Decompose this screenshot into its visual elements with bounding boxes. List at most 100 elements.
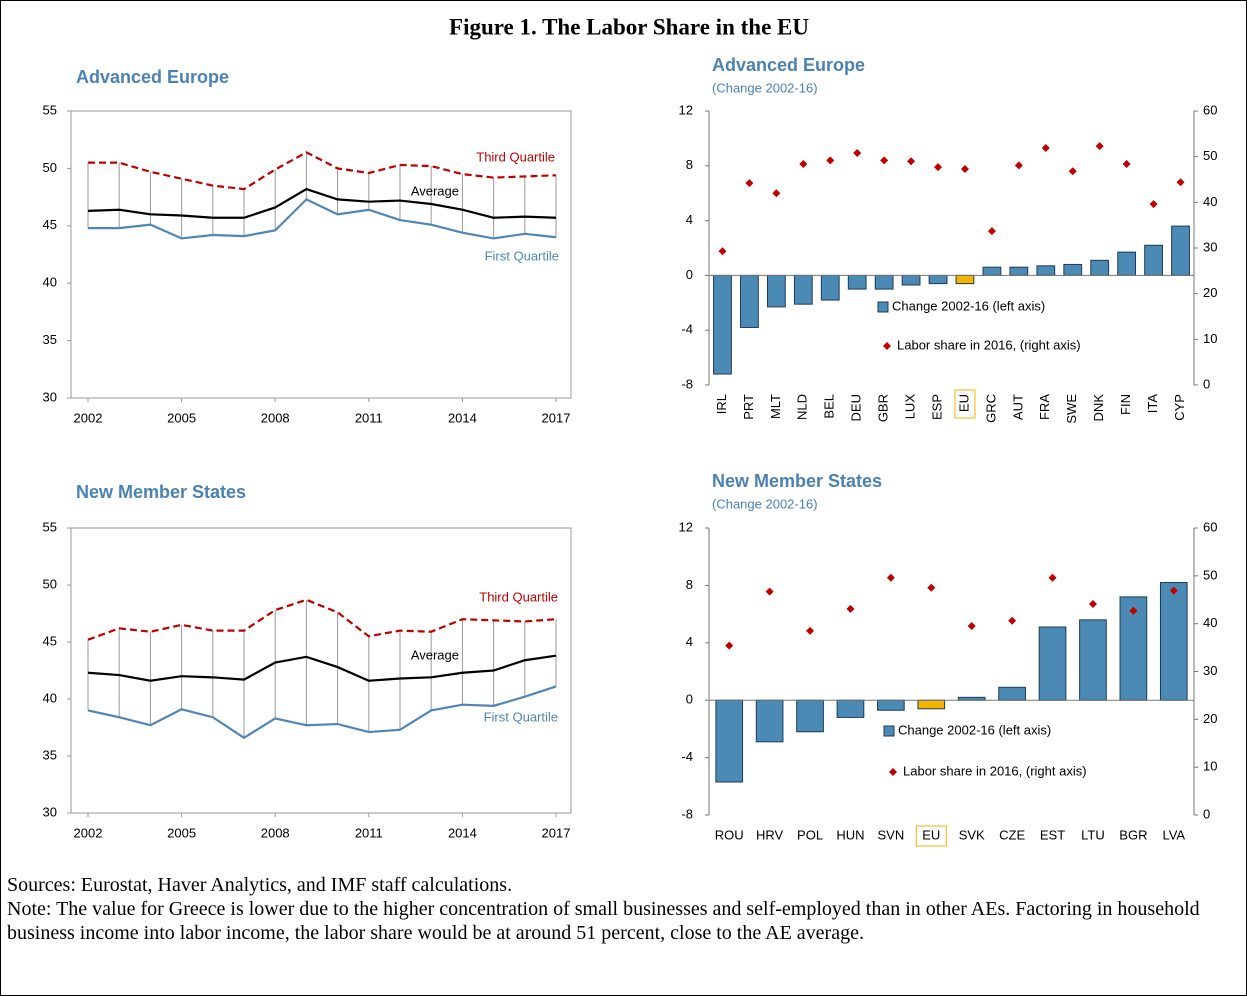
x-tick-label: PRT bbox=[741, 394, 756, 420]
x-tick-label: POL bbox=[797, 827, 823, 842]
x-tick-label: NLD bbox=[795, 394, 810, 420]
plot-frame bbox=[70, 527, 572, 814]
series-line bbox=[87, 654, 557, 682]
chart-title: Advanced Europe bbox=[76, 67, 229, 87]
y2-tick-label: 10 bbox=[1203, 759, 1217, 774]
diamond bbox=[846, 604, 855, 613]
legend-diamond bbox=[883, 342, 891, 350]
y-tick-label: 50 bbox=[43, 160, 57, 175]
series-label: Third Quartile bbox=[476, 149, 555, 164]
legend-swatch bbox=[877, 301, 889, 313]
diamond bbox=[960, 164, 969, 173]
legend-label: Labor share in 2016, (right axis) bbox=[903, 763, 1087, 778]
y-tick-label: 4 bbox=[686, 212, 693, 227]
y2-tick-label: 60 bbox=[1203, 102, 1217, 117]
y2-tick-label: 50 bbox=[1203, 567, 1217, 582]
bar bbox=[982, 266, 1002, 276]
series-label: First Quartile bbox=[485, 248, 559, 263]
y2-tick-label: 20 bbox=[1203, 711, 1217, 726]
diamond bbox=[1008, 616, 1017, 625]
x-tick-label: IRL bbox=[714, 394, 729, 414]
bar bbox=[998, 686, 1026, 701]
diamond bbox=[745, 179, 754, 188]
y-tick-label: -8 bbox=[681, 806, 693, 821]
bar bbox=[1036, 265, 1056, 276]
x-tick-label: HUN bbox=[836, 827, 864, 842]
legend-label: Change 2002-16 (left axis) bbox=[892, 298, 1045, 313]
bar bbox=[1038, 626, 1067, 701]
chart-subtitle: (Change 2002-16) bbox=[712, 80, 818, 95]
bar bbox=[1090, 259, 1110, 276]
y-tick-label: -4 bbox=[681, 322, 693, 337]
y-tick-label: 0 bbox=[686, 692, 693, 707]
bar bbox=[874, 274, 894, 290]
note: Note: The value for Greece is lower due … bbox=[7, 898, 1200, 944]
diamond bbox=[1169, 586, 1178, 595]
diamond bbox=[718, 247, 727, 256]
y-tick-label: 30 bbox=[43, 804, 57, 819]
y-tick-label: 12 bbox=[679, 519, 693, 534]
diamond bbox=[1041, 143, 1050, 152]
bar bbox=[847, 274, 867, 290]
x-tick-label: 2008 bbox=[261, 825, 290, 840]
y-tick-label: 55 bbox=[43, 102, 57, 117]
bar bbox=[820, 274, 840, 301]
y2-tick-label: 30 bbox=[1203, 239, 1217, 254]
legend-diamond bbox=[889, 768, 897, 776]
bar bbox=[1079, 619, 1107, 701]
y-tick-label: 45 bbox=[43, 217, 57, 232]
diamond bbox=[1014, 161, 1023, 170]
diamond bbox=[765, 587, 774, 596]
x-tick-label: CYP bbox=[1172, 394, 1187, 421]
bar bbox=[793, 274, 813, 305]
series-label: Third Quartile bbox=[479, 589, 558, 604]
x-tick-label: BGR bbox=[1119, 827, 1147, 842]
x-tick-label: LTU bbox=[1081, 827, 1105, 842]
x-tick-label: GRC bbox=[983, 394, 998, 423]
series-line bbox=[88, 198, 557, 240]
diamond bbox=[725, 641, 734, 650]
y-tick-label: 40 bbox=[43, 275, 57, 290]
x-tick-label: DEU bbox=[849, 394, 864, 421]
diamond bbox=[1122, 159, 1131, 168]
y-tick-label: 55 bbox=[43, 519, 57, 534]
x-tick-label: 2014 bbox=[448, 410, 477, 425]
x-tick-label: LVA bbox=[1162, 827, 1185, 842]
diamond bbox=[799, 159, 808, 168]
y-tick-label: 50 bbox=[43, 576, 57, 591]
y2-tick-label: 10 bbox=[1203, 331, 1217, 346]
bar bbox=[955, 274, 975, 285]
bar bbox=[755, 699, 784, 743]
diamond bbox=[1149, 200, 1158, 209]
bar bbox=[1144, 244, 1163, 276]
chart-title: New Member States bbox=[712, 471, 882, 491]
x-tick-label: SVK bbox=[959, 827, 985, 842]
x-tick-label: FRA bbox=[1037, 394, 1052, 420]
x-tick-label: FIN bbox=[1118, 394, 1133, 415]
y-tick-label: 35 bbox=[43, 747, 57, 762]
x-tick-label: EST bbox=[1040, 827, 1065, 842]
x-tick-label: LUX bbox=[903, 394, 918, 420]
label-box bbox=[954, 389, 976, 419]
series-line bbox=[87, 187, 557, 219]
bar bbox=[836, 699, 865, 718]
x-tick-label: 2011 bbox=[355, 410, 383, 425]
y-tick-label: 30 bbox=[43, 389, 57, 404]
y-tick-label: 40 bbox=[43, 690, 57, 705]
bar bbox=[1171, 225, 1190, 276]
x-tick-label: BEL bbox=[822, 394, 837, 419]
x-tick-label: ROU bbox=[715, 827, 744, 842]
y-tick-label: 45 bbox=[43, 633, 57, 648]
x-tick-label: 2011 bbox=[355, 825, 383, 840]
chart-title: Advanced Europe bbox=[712, 55, 865, 75]
x-tick-label: EU bbox=[922, 827, 940, 842]
series-line bbox=[87, 598, 557, 641]
notes: Sources: Eurostat, Haver Analytics, and … bbox=[7, 873, 1239, 945]
bar bbox=[1117, 251, 1137, 276]
legend-label: Change 2002-16 (left axis) bbox=[898, 722, 1051, 737]
sources: Sources: Eurostat, Haver Analytics, and … bbox=[7, 874, 513, 896]
bar bbox=[796, 699, 824, 733]
x-tick-label: ESP bbox=[929, 394, 944, 420]
y2-tick-label: 60 bbox=[1203, 519, 1217, 534]
